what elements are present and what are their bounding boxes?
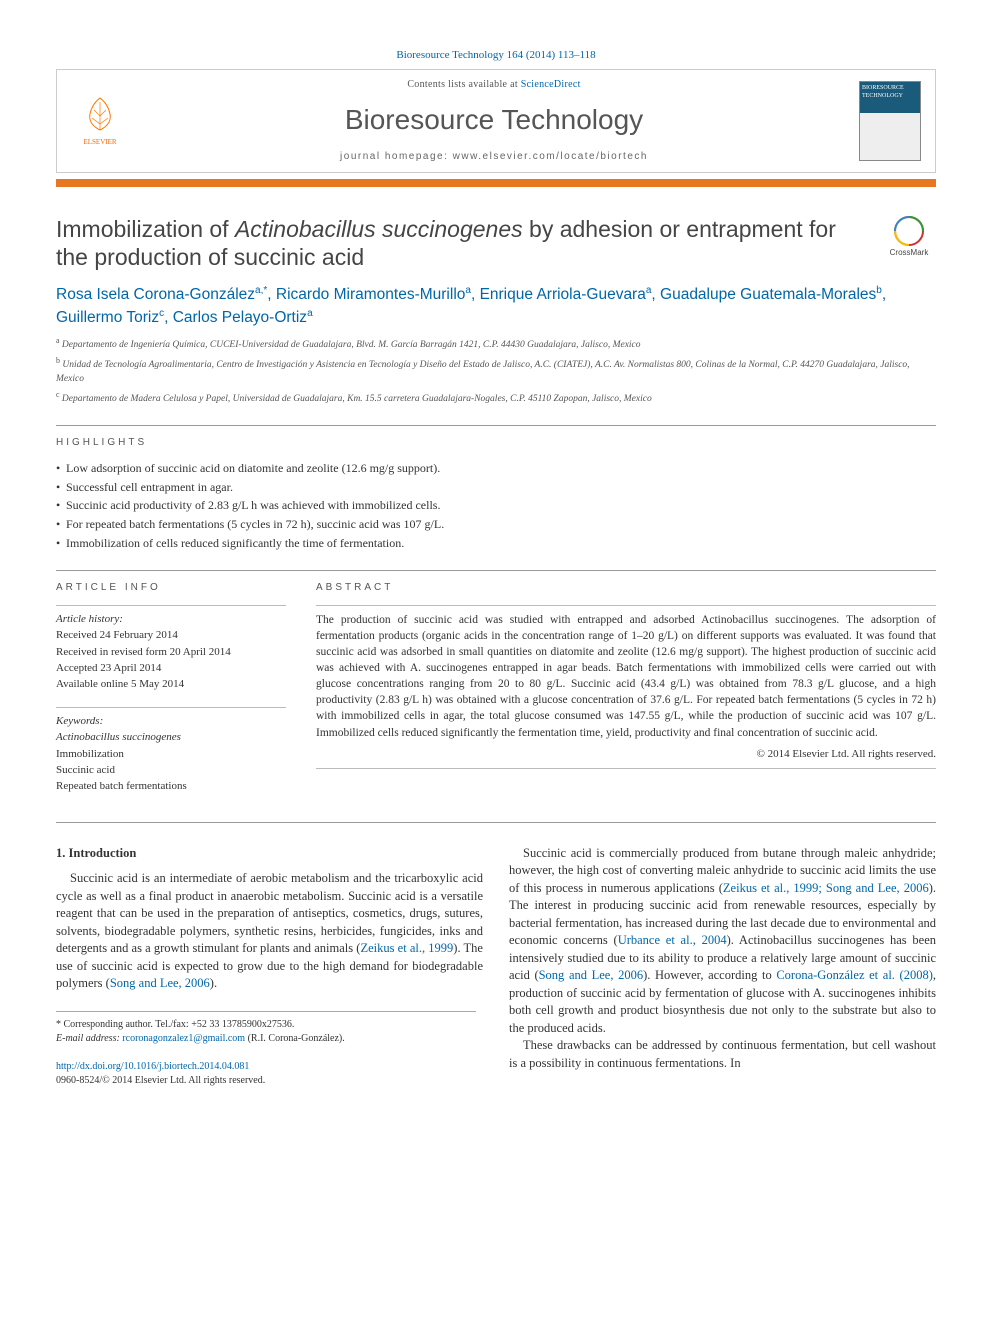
keywords-label: Keywords: [56,714,286,729]
elsevier-logo[interactable]: ELSEVIER [71,90,129,152]
highlight-item: Succinic acid productivity of 2.83 g/L h… [56,497,936,514]
keywords-block: Keywords: Actinobacillus succinogenes Im… [56,707,286,795]
author-6[interactable]: , Carlos Pelayo-Ortiz [164,309,307,326]
crossmark-icon [893,215,925,247]
author-1[interactable]: Rosa Isela Corona-González [56,286,255,303]
title-row: Immobilization of Actinobacillus succino… [56,215,936,273]
cite-link[interactable]: Zeikus et al., 1999; Song and Lee, 2006 [723,881,929,895]
article-page: Bioresource Technology 164 (2014) 113–11… [0,0,992,1118]
journal-name: Bioresource Technology [129,100,859,139]
keyword: Succinic acid [56,763,286,778]
cite-link[interactable]: Urbance et al., 2004 [618,933,727,947]
author-2[interactable]: , Ricardo Miramontes-Murillo [267,286,465,303]
corresponding-footer: * Corresponding author. Tel./fax: +52 33… [56,1011,476,1046]
crossmark-label: CrossMark [890,247,929,258]
cite-link[interactable]: Song and Lee, 2006 [539,968,644,982]
cite-link[interactable]: Zeikus et al., 1999 [360,941,453,955]
issn-line: 0960-8524/© 2014 Elsevier Ltd. All right… [56,1075,265,1086]
abstract-text: The production of succinic acid was stud… [316,612,936,741]
highlight-item: For repeated batch fermentations (5 cycl… [56,516,936,533]
history-item: Received 24 February 2014 [56,628,286,643]
body-paragraph: These drawbacks can be addressed by cont… [509,1037,936,1072]
keyword: Immobilization [56,747,286,762]
copyright-line: © 2014 Elsevier Ltd. All rights reserved… [316,747,936,762]
author-3[interactable]: , Enrique Arriola-Guevara [471,286,646,303]
header-center: Contents lists available at ScienceDirec… [129,78,859,163]
cite-link[interactable]: Corona-González et al. (2008) [776,968,933,982]
history-item: Accepted 23 April 2014 [56,661,286,676]
highlight-item: Immobilization of cells reduced signific… [56,535,936,552]
highlights-list: Low adsorption of succinic acid on diato… [56,460,936,552]
affiliation-a: a Departamento de Ingeniería Química, CU… [56,335,936,353]
divider [56,570,936,571]
body-paragraph: Succinic acid is an intermediate of aero… [56,870,483,993]
email-link[interactable]: rcoronagonzalez1@gmail.com [122,1033,245,1044]
keyword: Repeated batch fermentations [56,779,286,794]
corr-line: * Corresponding author. Tel./fax: +52 33… [56,1018,476,1032]
highlights-label: HIGHLIGHTS [56,436,936,450]
doi-block: http://dx.doi.org/10.1016/j.biortech.201… [56,1060,483,1088]
journal-header: ELSEVIER Contents lists available at Sci… [56,69,936,172]
abstract-column: ABSTRACT The production of succinic acid… [316,581,936,796]
contents-line: Contents lists available at ScienceDirec… [129,78,859,92]
email-line: E-mail address: rcoronagonzalez1@gmail.c… [56,1032,476,1046]
cover-thumbnail[interactable]: BIORESOURCE TECHNOLOGY [859,81,921,161]
article-info: ARTICLE INFO Article history: Received 2… [56,581,286,796]
author-4[interactable]: , Guadalupe Guatemala-Morales [651,286,876,303]
sciencedirect-link[interactable]: ScienceDirect [521,79,581,90]
history-item: Received in revised form 20 April 2014 [56,645,286,660]
abstract-label: ABSTRACT [316,581,936,595]
divider [56,425,936,426]
section-heading: 1. Introduction [56,845,483,863]
highlight-item: Low adsorption of succinic acid on diato… [56,460,936,477]
history-item: Available online 5 May 2014 [56,677,286,692]
running-head: Bioresource Technology 164 (2014) 113–11… [56,48,936,63]
cite-link[interactable]: Song and Lee, 2006 [110,976,210,990]
info-abstract-row: ARTICLE INFO Article history: Received 2… [56,581,936,796]
affiliation-b: b Unidad de Tecnología Agroalimentaria, … [56,355,936,387]
affiliation-c: c Departamento de Madera Celulosa y Pape… [56,389,936,407]
article-title: Immobilization of Actinobacillus succino… [56,215,868,273]
highlight-item: Successful cell entrapment in agar. [56,479,936,496]
info-label: ARTICLE INFO [56,581,286,595]
accent-bar [56,179,936,187]
history-label: Article history: [56,612,286,627]
body-paragraph: Succinic acid is commercially produced f… [509,845,936,1038]
keyword: Actinobacillus succinogenes [56,730,286,745]
authors-list: Rosa Isela Corona-Gonzáleza,*, Ricardo M… [56,284,936,329]
divider [56,822,936,823]
crossmark-badge[interactable]: CrossMark [882,215,936,258]
tree-icon [80,94,120,138]
publisher-name: ELSEVIER [83,138,116,148]
doi-link[interactable]: http://dx.doi.org/10.1016/j.biortech.201… [56,1061,249,1072]
body-text: 1. Introduction Succinic acid is an inte… [56,845,936,1088]
journal-homepage: journal homepage: www.elsevier.com/locat… [129,150,859,164]
